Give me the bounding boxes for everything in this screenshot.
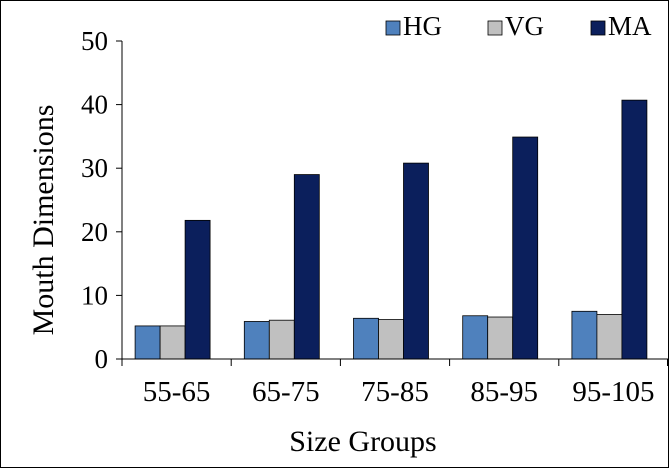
bar-hg-95-105 [571,310,598,360]
y-tick-label: 10 [81,280,108,310]
bar-ma-85-95 [512,136,539,360]
y-tick-label: 40 [81,90,108,120]
bar-vg-55-65 [159,325,186,360]
bars-layer [134,99,648,360]
bar-hg-85-95 [462,315,489,360]
y-tick-label: 0 [95,344,109,374]
bar-hg-75-85 [353,317,379,360]
x-tick-label: 75-85 [361,376,429,408]
x-axis-label: Size Groups [289,425,436,458]
bar-ma-75-85 [403,162,429,360]
bar-vg-75-85 [378,319,404,360]
legend-label-ma: MA [608,11,652,41]
bar-vg-95-105 [596,314,623,360]
y-tick-label: 20 [81,217,108,247]
legend-swatch-vg [487,20,503,36]
y-tick-label: 30 [81,153,108,183]
bar-hg-55-65 [134,325,161,360]
axes-layer: 0 10 20 30 40 50 55-65 65-75 75-85 85-95 95-105 [81,26,668,408]
bar-vg-85-95 [487,316,514,360]
bar-ma-95-105 [621,99,648,360]
y-tick-label: 50 [81,26,108,56]
bar-ma-65-75 [293,174,320,360]
x-tick-label: 55-65 [143,376,211,408]
legend-swatch-ma [590,20,606,36]
bar-vg-65-75 [268,319,295,360]
legend-label-vg: VG [505,11,544,41]
bar-ma-55-65 [184,219,211,360]
bar-hg-65-75 [243,321,270,360]
x-tick-label: 95-105 [572,376,654,408]
x-tick-label: 85-95 [470,376,538,408]
legend-swatch-hg [385,20,401,36]
x-tick-label: 65-75 [252,376,320,408]
legend: HG VG MA [385,11,652,41]
legend-label-hg: HG [403,11,442,41]
y-axis-label: Mouth Dimensions [27,105,60,336]
